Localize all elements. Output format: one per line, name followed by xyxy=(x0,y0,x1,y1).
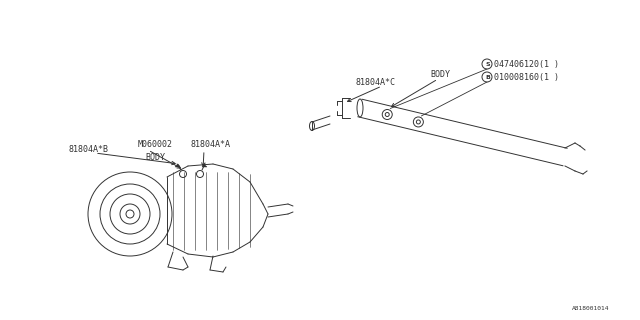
Polygon shape xyxy=(175,164,180,167)
Text: M060002: M060002 xyxy=(138,140,173,149)
Text: B: B xyxy=(485,75,490,79)
Text: 81804A*A: 81804A*A xyxy=(190,140,230,149)
Text: 81804A*C: 81804A*C xyxy=(355,78,395,87)
Text: A818001014: A818001014 xyxy=(572,306,609,311)
Text: BODY: BODY xyxy=(430,70,450,79)
Text: 010008160(1 ): 010008160(1 ) xyxy=(494,73,559,82)
Text: 047406120(1 ): 047406120(1 ) xyxy=(494,60,559,68)
Text: S: S xyxy=(485,61,490,67)
Text: BODY: BODY xyxy=(145,153,165,162)
Polygon shape xyxy=(202,164,207,167)
Text: 81804A*B: 81804A*B xyxy=(68,145,108,154)
